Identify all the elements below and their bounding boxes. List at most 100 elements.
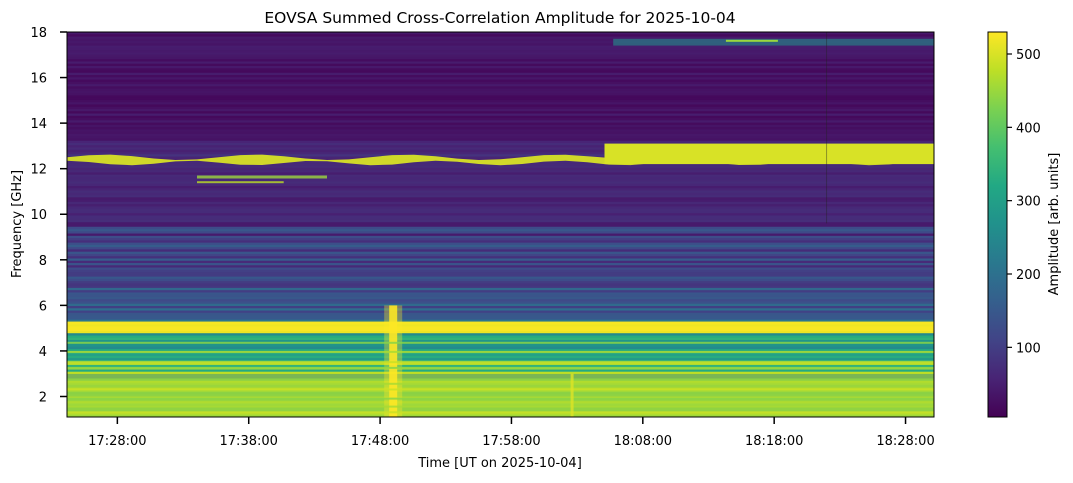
heatmap-row — [67, 315, 934, 318]
heatmap-row — [67, 188, 934, 192]
heatmap-row — [67, 299, 934, 303]
heatmap-row — [67, 238, 934, 241]
heatmap-row — [67, 127, 934, 130]
heatmap-row — [67, 240, 934, 244]
heatmap-row — [67, 229, 934, 232]
heatmap-row — [67, 63, 934, 67]
colorbar — [987, 31, 1008, 418]
heatmap-row — [67, 337, 934, 341]
heatmap-row — [67, 303, 934, 307]
heatmap-row — [67, 355, 934, 359]
heatmap-row — [67, 253, 934, 257]
heatmap-row — [67, 330, 934, 334]
heatmap-row — [67, 149, 934, 153]
heatmap-row — [67, 38, 934, 42]
heatmap-row — [67, 278, 934, 282]
heatmap-row — [67, 118, 934, 121]
heatmap-row — [67, 294, 934, 298]
colorbar-tick-label: 400 — [1016, 121, 1041, 136]
heatmap-row — [67, 181, 934, 185]
heatmap-row — [67, 88, 934, 92]
heatmap-row — [67, 56, 934, 60]
heatmap-row — [67, 204, 934, 207]
heatmap-row — [67, 183, 934, 187]
heatmap-row — [67, 75, 934, 78]
heatmap-stripe — [67, 341, 934, 344]
heatmap-row — [67, 68, 934, 72]
heatmap-row — [67, 265, 934, 269]
heatmap-row — [67, 72, 934, 76]
heatmap-row — [67, 115, 934, 119]
heatmap-row — [67, 267, 934, 271]
heatmap-row — [67, 231, 934, 235]
x-tick-label: 18:18:00 — [745, 434, 803, 449]
heatmap-row — [67, 129, 934, 133]
y-axis: 2 4 6 8 10 12 14 16 18 — [30, 26, 67, 405]
heatmap-row — [67, 104, 934, 108]
heatmap-row — [67, 349, 934, 352]
heatmap-row — [67, 210, 934, 214]
heatmap-row — [67, 249, 934, 253]
y-tick-label: 2 — [39, 390, 47, 405]
heatmap-row — [67, 93, 934, 97]
heatmap-row — [67, 124, 934, 128]
heatmap-row — [67, 152, 934, 155]
heatmap-row — [67, 335, 934, 339]
bright-band — [67, 373, 934, 417]
heatmap-row — [67, 81, 934, 85]
heatmap-row — [67, 45, 934, 49]
y-tick-label: 6 — [39, 299, 47, 314]
heatmap-row — [67, 281, 934, 284]
heatmap-row — [67, 192, 934, 196]
heatmap-row — [67, 206, 934, 210]
y-tick-label: 14 — [30, 117, 47, 132]
heatmap-row — [67, 52, 934, 56]
heatmap-row — [67, 362, 934, 366]
heatmap-row — [67, 306, 934, 309]
heatmap-row — [67, 70, 934, 74]
heatmap-row — [67, 333, 934, 337]
heatmap-row — [67, 65, 934, 69]
heatmap-row — [67, 226, 934, 230]
heatmap-row — [67, 43, 934, 47]
heatmap-row — [67, 95, 934, 99]
heatmap-row — [67, 102, 934, 106]
heatmap-row — [67, 319, 934, 323]
heatmap-row — [67, 217, 934, 221]
heatmap-row — [67, 140, 934, 144]
heatmap-row — [67, 106, 934, 110]
heatmap-row — [67, 340, 934, 343]
heatmap-row — [67, 215, 934, 219]
heatmap-stripe — [67, 361, 934, 364]
heatmap-row — [67, 156, 934, 160]
heatmap-row — [67, 224, 934, 228]
heatmap-row — [67, 113, 934, 117]
heatmap-row — [67, 50, 934, 53]
heatmap-row — [67, 32, 934, 35]
heatmap-row — [67, 179, 934, 183]
heatmap-stripe — [67, 388, 934, 391]
heatmap-row — [67, 36, 934, 40]
drifting-band-bright — [604, 143, 934, 165]
heatmap-row — [67, 285, 934, 289]
heatmap-row — [67, 122, 934, 126]
heatmap-row — [67, 79, 934, 83]
heatmap-row — [67, 54, 934, 58]
y-tick-label: 16 — [30, 72, 47, 87]
heatmap-image — [67, 32, 934, 417]
heatmap-row — [67, 296, 934, 300]
heatmap-row — [67, 138, 934, 142]
heatmap-row — [67, 176, 934, 180]
chart-title: EOVSA Summed Cross-Correlation Amplitude… — [264, 9, 735, 27]
heatmap-row — [67, 369, 934, 373]
heatmap-row — [67, 310, 934, 314]
heatmap-row — [67, 61, 934, 65]
upper-band — [613, 38, 934, 46]
heatmap-row — [67, 174, 934, 178]
heatmap-row — [67, 346, 934, 350]
heatmap-row — [67, 371, 934, 375]
band-stripe — [197, 175, 327, 179]
heatmap-row — [67, 195, 934, 198]
heatmap-stripe — [67, 411, 934, 414]
